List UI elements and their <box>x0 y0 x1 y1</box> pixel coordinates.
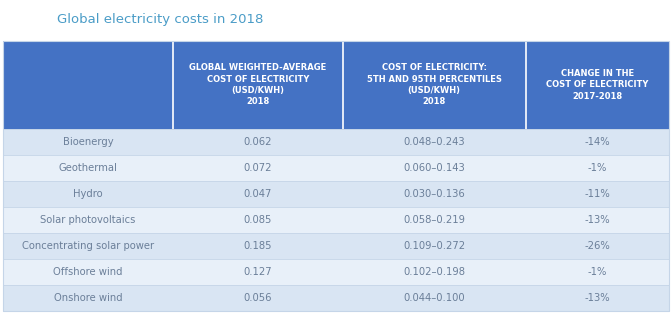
Text: 0.127: 0.127 <box>243 267 272 277</box>
Text: -1%: -1% <box>587 163 607 173</box>
Text: GLOBAL WEIGHTED-AVERAGE
COST OF ELECTRICITY
(USD/KWH)
2018: GLOBAL WEIGHTED-AVERAGE COST OF ELECTRIC… <box>190 63 327 106</box>
Text: 0.072: 0.072 <box>243 163 272 173</box>
Text: CHANGE IN THE
COST OF ELECTRICITY
2017-2018: CHANGE IN THE COST OF ELECTRICITY 2017-2… <box>546 69 648 101</box>
Text: COST OF ELECTRICITY:
5TH AND 95TH PERCENTILES
(USD/KWH)
2018: COST OF ELECTRICITY: 5TH AND 95TH PERCEN… <box>367 63 501 106</box>
Text: 0.030–0.136: 0.030–0.136 <box>403 189 465 199</box>
Text: Solar photovoltaics: Solar photovoltaics <box>40 215 136 225</box>
Text: 0.048–0.243: 0.048–0.243 <box>403 137 465 147</box>
Text: 0.185: 0.185 <box>243 241 272 251</box>
Text: -13%: -13% <box>585 215 610 225</box>
Text: Geothermal: Geothermal <box>58 163 118 173</box>
Bar <box>3 259 669 285</box>
Text: 0.085: 0.085 <box>244 215 272 225</box>
Bar <box>3 41 669 311</box>
Bar <box>3 207 669 233</box>
Text: -11%: -11% <box>584 189 610 199</box>
Text: Global electricity costs in 2018: Global electricity costs in 2018 <box>57 13 263 26</box>
Text: 0.109–0.272: 0.109–0.272 <box>403 241 465 251</box>
Text: Hydro: Hydro <box>73 189 103 199</box>
Text: 0.047: 0.047 <box>244 189 272 199</box>
Bar <box>3 285 669 311</box>
Text: -14%: -14% <box>585 137 610 147</box>
Text: Concentrating solar power: Concentrating solar power <box>22 241 155 251</box>
Text: 0.058–0.219: 0.058–0.219 <box>403 215 465 225</box>
Bar <box>3 41 669 129</box>
Text: Onshore wind: Onshore wind <box>54 293 122 303</box>
Text: -13%: -13% <box>585 293 610 303</box>
Text: 0.044–0.100: 0.044–0.100 <box>403 293 465 303</box>
Text: Bioenergy: Bioenergy <box>63 137 114 147</box>
Text: -26%: -26% <box>584 241 610 251</box>
Bar <box>3 129 669 155</box>
Bar <box>3 181 669 207</box>
Text: 0.102–0.198: 0.102–0.198 <box>403 267 465 277</box>
Text: 0.060–0.143: 0.060–0.143 <box>403 163 465 173</box>
Bar <box>3 155 669 181</box>
Text: -1%: -1% <box>587 267 607 277</box>
Bar <box>3 233 669 259</box>
Text: 0.062: 0.062 <box>243 137 272 147</box>
Text: Offshore wind: Offshore wind <box>54 267 123 277</box>
Text: 0.056: 0.056 <box>243 293 272 303</box>
